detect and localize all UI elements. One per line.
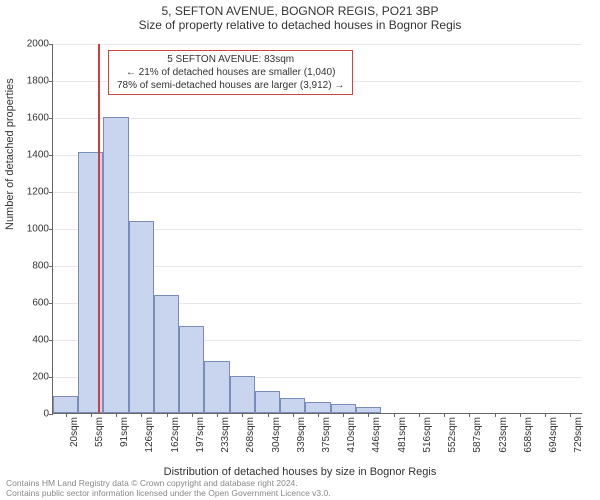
xtick-mark (66, 413, 67, 417)
histogram-bar (53, 396, 78, 413)
annotation-line2: ← 21% of detached houses are smaller (1,… (117, 66, 344, 79)
xtick-label: 410sqm (346, 417, 357, 453)
xtick-label: 375sqm (321, 417, 332, 453)
xtick-label: 55sqm (94, 417, 105, 447)
xtick-mark (545, 413, 546, 417)
ytick-mark (49, 266, 53, 267)
histogram-bar (280, 398, 305, 413)
xtick-mark (268, 413, 269, 417)
ytick-label: 1800 (19, 76, 49, 87)
xtick-label: 126sqm (144, 417, 155, 453)
xtick-label: 162sqm (170, 417, 181, 453)
xtick-label: 516sqm (422, 417, 433, 453)
histogram-bar (103, 117, 128, 413)
page-title: 5, SEFTON AVENUE, BOGNOR REGIS, PO21 3BP (0, 4, 600, 18)
xtick-label: 729sqm (573, 417, 584, 453)
ytick-label: 400 (19, 335, 49, 346)
xtick-label: 481sqm (397, 417, 408, 453)
histogram-bar (154, 295, 179, 413)
y-axis-label: Number of detached properties (4, 78, 16, 230)
xtick-label: 694sqm (548, 417, 559, 453)
xtick-mark (293, 413, 294, 417)
annotation-line1: 5 SEFTON AVENUE: 83sqm (117, 53, 344, 66)
ytick-mark (49, 81, 53, 82)
histogram-chart: 020040060080010001200140016001800200020s… (52, 44, 582, 414)
xtick-label: 446sqm (371, 417, 382, 453)
xtick-mark (419, 413, 420, 417)
page-subtitle: Size of property relative to detached ho… (0, 18, 600, 32)
ytick-mark (49, 414, 53, 415)
gridline (53, 118, 582, 119)
xtick-mark (116, 413, 117, 417)
xtick-mark (394, 413, 395, 417)
xtick-label: 197sqm (195, 417, 206, 453)
xtick-label: 20sqm (69, 417, 80, 447)
histogram-bar (331, 404, 356, 413)
xtick-label: 658sqm (523, 417, 534, 453)
xtick-mark (570, 413, 571, 417)
annotation-box: 5 SEFTON AVENUE: 83sqm← 21% of detached … (108, 50, 353, 95)
histogram-bar (230, 376, 255, 413)
xtick-mark (318, 413, 319, 417)
gridline (53, 155, 582, 156)
ytick-mark (49, 303, 53, 304)
ytick-mark (49, 155, 53, 156)
ytick-label: 1600 (19, 113, 49, 124)
footer-attribution: Contains HM Land Registry data © Crown c… (6, 478, 331, 498)
xtick-mark (495, 413, 496, 417)
xtick-mark (192, 413, 193, 417)
xtick-label: 233sqm (220, 417, 231, 453)
xtick-label: 304sqm (271, 417, 282, 453)
xtick-mark (520, 413, 521, 417)
ytick-label: 600 (19, 298, 49, 309)
xtick-mark (368, 413, 369, 417)
xtick-mark (141, 413, 142, 417)
ytick-label: 2000 (19, 39, 49, 50)
ytick-label: 1000 (19, 224, 49, 235)
ytick-label: 800 (19, 261, 49, 272)
xtick-label: 623sqm (498, 417, 509, 453)
ytick-mark (49, 229, 53, 230)
xtick-mark (217, 413, 218, 417)
ytick-mark (49, 377, 53, 378)
histogram-bar (129, 221, 154, 413)
gridline (53, 192, 582, 193)
x-axis-label: Distribution of detached houses by size … (0, 466, 600, 478)
histogram-bar (305, 402, 330, 413)
ytick-label: 0 (19, 409, 49, 420)
xtick-mark (343, 413, 344, 417)
xtick-mark (242, 413, 243, 417)
ytick-mark (49, 44, 53, 45)
xtick-label: 552sqm (447, 417, 458, 453)
footer-line1: Contains HM Land Registry data © Crown c… (6, 478, 331, 488)
xtick-mark (167, 413, 168, 417)
ytick-label: 1400 (19, 150, 49, 161)
annotation-line3: 78% of semi-detached houses are larger (… (117, 79, 344, 92)
histogram-bar (179, 326, 204, 413)
histogram-bar (204, 361, 229, 413)
ytick-mark (49, 340, 53, 341)
ytick-mark (49, 192, 53, 193)
gridline (53, 44, 582, 45)
xtick-mark (469, 413, 470, 417)
footer-line2: Contains public sector information licen… (6, 488, 331, 498)
xtick-mark (91, 413, 92, 417)
xtick-label: 268sqm (245, 417, 256, 453)
ytick-mark (49, 118, 53, 119)
xtick-label: 587sqm (472, 417, 483, 453)
xtick-label: 91sqm (119, 417, 130, 447)
ytick-label: 200 (19, 372, 49, 383)
xtick-mark (444, 413, 445, 417)
xtick-label: 339sqm (296, 417, 307, 453)
ytick-label: 1200 (19, 187, 49, 198)
property-marker-line (98, 44, 100, 413)
histogram-bar (255, 391, 280, 413)
